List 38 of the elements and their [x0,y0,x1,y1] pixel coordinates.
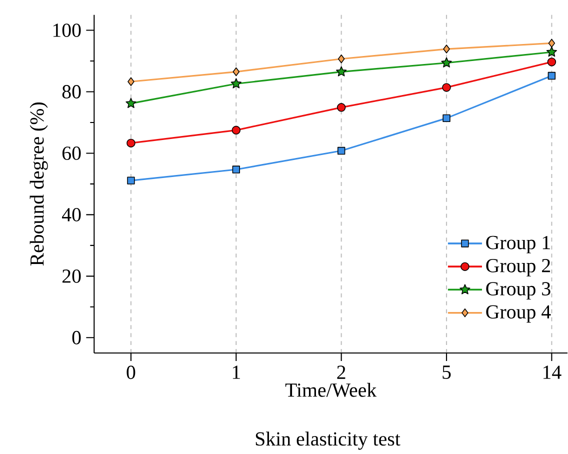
x-tick-label: 5 [442,365,451,379]
point [548,38,556,48]
point [232,67,240,76]
point [442,82,451,92]
y-tick-label: 100 [53,23,81,37]
y-tick-label: 40 [62,208,81,222]
point [441,57,452,68]
y-tick-label: 80 [62,84,81,98]
point [338,54,345,64]
x-axis-title: Time/Week [285,382,377,397]
point [126,98,136,108]
point [546,46,558,56]
point [232,126,241,134]
y-axis-title: Rebound degree (%) [30,102,48,266]
point [442,114,450,122]
legend-label: Group 1 [486,236,550,254]
point [337,146,346,154]
x-tick-label: 0 [126,365,136,379]
y-tick-label: 20 [62,269,81,283]
point [336,66,347,76]
x-tick-label: 1 [232,365,240,379]
legend-label: Group 4 [486,305,551,322]
point [128,77,134,86]
point [232,165,240,174]
x-tick-label: 14 [543,365,562,379]
x-tick-label: 2 [337,365,346,379]
point [547,57,556,66]
point [443,44,450,54]
point [127,176,135,184]
point [126,138,136,148]
y-tick-label: 0 [72,330,81,344]
text: Skin elasticity test [256,431,400,450]
point [230,78,242,88]
point [336,102,346,112]
point [548,72,556,80]
legend-label: Group 2 [486,258,550,276]
y-tick-label: 60 [62,146,81,160]
legend-label: Group 3 [486,282,550,300]
